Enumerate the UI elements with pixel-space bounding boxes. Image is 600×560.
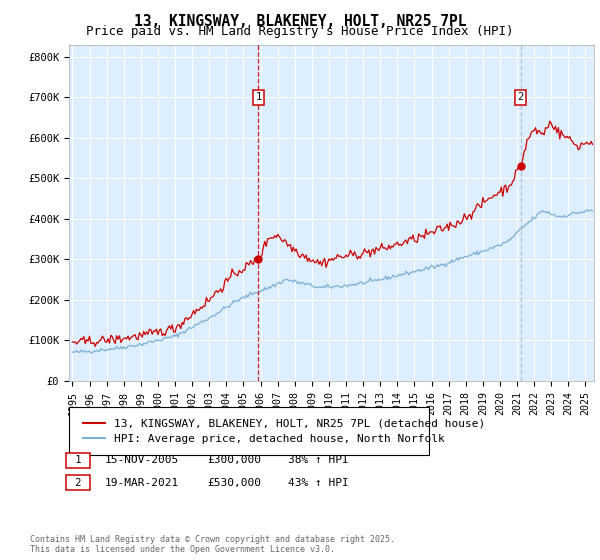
Text: 38% ↑ HPI: 38% ↑ HPI bbox=[288, 455, 349, 465]
Text: Contains HM Land Registry data © Crown copyright and database right 2025.
This d: Contains HM Land Registry data © Crown c… bbox=[30, 535, 395, 554]
Legend: 13, KINGSWAY, BLAKENEY, HOLT, NR25 7PL (detached house), HPI: Average price, det: 13, KINGSWAY, BLAKENEY, HOLT, NR25 7PL (… bbox=[78, 414, 490, 449]
Text: 2: 2 bbox=[69, 478, 88, 488]
Text: 13, KINGSWAY, BLAKENEY, HOLT, NR25 7PL: 13, KINGSWAY, BLAKENEY, HOLT, NR25 7PL bbox=[134, 14, 466, 29]
Text: 43% ↑ HPI: 43% ↑ HPI bbox=[288, 478, 349, 488]
Text: 15-NOV-2005: 15-NOV-2005 bbox=[105, 455, 179, 465]
Text: 19-MAR-2021: 19-MAR-2021 bbox=[105, 478, 179, 488]
Text: Price paid vs. HM Land Registry's House Price Index (HPI): Price paid vs. HM Land Registry's House … bbox=[86, 25, 514, 38]
Text: 2: 2 bbox=[518, 92, 524, 102]
FancyBboxPatch shape bbox=[69, 408, 429, 455]
Text: £530,000: £530,000 bbox=[207, 478, 261, 488]
Text: £300,000: £300,000 bbox=[207, 455, 261, 465]
Text: 1: 1 bbox=[255, 92, 262, 102]
Text: 1: 1 bbox=[69, 455, 88, 465]
